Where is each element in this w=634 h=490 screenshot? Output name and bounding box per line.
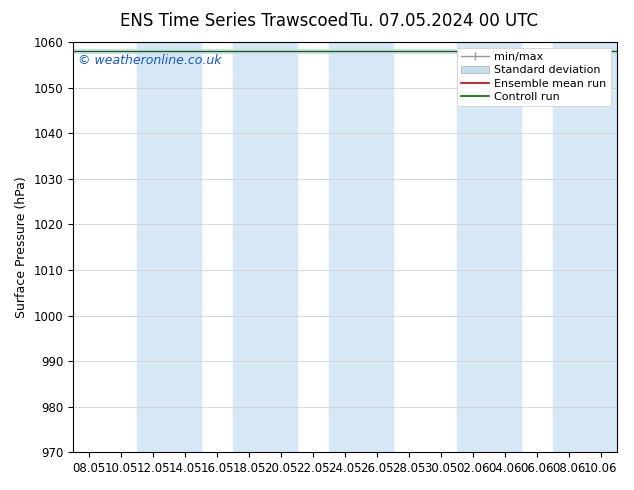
Bar — [457, 42, 521, 452]
Bar — [553, 42, 617, 452]
Text: ENS Time Series Trawscoed: ENS Time Series Trawscoed — [120, 12, 349, 30]
Y-axis label: Surface Pressure (hPa): Surface Pressure (hPa) — [15, 176, 28, 318]
Legend: min/max, Standard deviation, Ensemble mean run, Controll run: min/max, Standard deviation, Ensemble me… — [456, 48, 611, 106]
Bar — [233, 42, 297, 452]
Text: © weatheronline.co.uk: © weatheronline.co.uk — [79, 54, 222, 67]
Text: Tu. 07.05.2024 00 UTC: Tu. 07.05.2024 00 UTC — [350, 12, 538, 30]
Bar — [137, 42, 201, 452]
Bar — [329, 42, 393, 452]
